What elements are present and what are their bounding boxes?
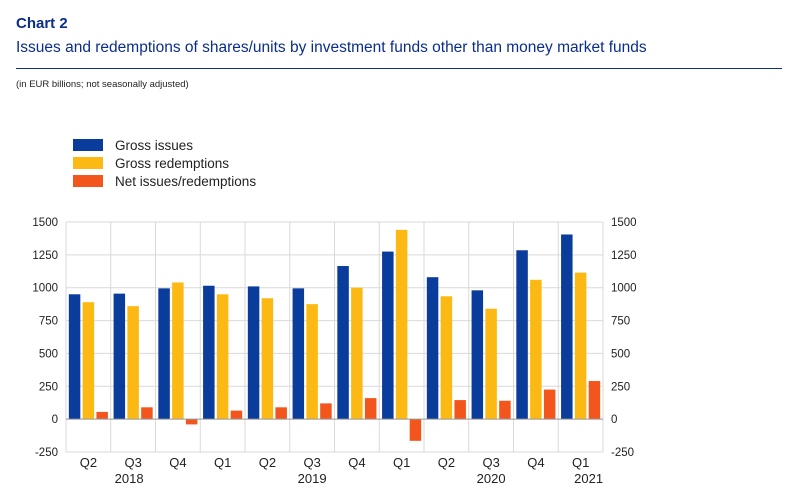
bar	[409, 419, 422, 441]
legend-label: Net issues/redemptions	[115, 174, 256, 189]
units-note: (in EUR billions; not seasonally adjuste…	[16, 79, 189, 90]
bar	[82, 302, 95, 420]
y-tick-label-left: 1000	[32, 283, 58, 295]
year-label: 2018	[115, 471, 144, 486]
x-tick-label: Q3	[303, 455, 320, 470]
bar	[499, 400, 511, 420]
bar	[216, 294, 229, 420]
legend-swatch	[73, 157, 103, 169]
y-tick-label-right: 0	[611, 414, 617, 426]
bar	[440, 296, 453, 420]
year-label: 2020	[477, 471, 506, 486]
y-tick-label-left: 250	[39, 381, 58, 393]
bar	[261, 298, 274, 420]
bar	[230, 410, 243, 420]
bar	[247, 286, 260, 420]
x-tick-label: Q1	[393, 455, 410, 470]
y-tick-label-right: 1000	[611, 283, 637, 295]
bar	[306, 304, 318, 420]
legend: Gross issues Gross redemptions Net issues/…	[73, 138, 256, 189]
x-tick-label: Q1	[214, 455, 231, 470]
y-tick-label-left: -250	[35, 447, 58, 459]
bar	[561, 234, 573, 420]
bar	[574, 272, 587, 420]
bar	[588, 381, 601, 420]
bar	[203, 285, 215, 420]
bar	[364, 398, 377, 420]
x-tick-label: Q2	[438, 455, 455, 470]
bar	[127, 306, 139, 420]
bars	[68, 229, 601, 441]
y-tick-label-left: 0	[52, 414, 58, 426]
y-tick-label-right: 250	[611, 381, 630, 393]
y-tick-label-right: -250	[611, 447, 634, 459]
y-tick-label-left: 750	[39, 316, 58, 328]
bar	[351, 287, 363, 420]
x-tick-label: Q4	[169, 455, 186, 470]
y-tick-label-right: 500	[611, 348, 630, 360]
y-tick-label-left: 500	[39, 348, 58, 360]
bar	[320, 403, 332, 420]
bar	[516, 250, 528, 420]
x-tick-label: Q3	[124, 455, 141, 470]
bar	[337, 266, 349, 420]
bar	[158, 288, 170, 420]
x-tick-label: Q4	[527, 455, 544, 470]
chart-number: Chart 2	[16, 15, 68, 32]
bar	[292, 288, 305, 420]
x-tick-label: Q3	[482, 455, 499, 470]
legend-label: Gross redemptions	[115, 156, 229, 171]
axes: -250 -250 0 0 250 250 500 500 750 750 1000 1000 1250…	[32, 217, 636, 486]
chart-title: Issues and redemptions of shares/units b…	[16, 39, 647, 56]
bar	[68, 294, 81, 420]
x-tick-label: Q4	[348, 455, 365, 470]
bar	[96, 411, 108, 420]
bar	[454, 400, 466, 420]
year-label: 2021	[574, 471, 603, 486]
x-tick-label: Q2	[259, 455, 276, 470]
bar	[395, 229, 408, 420]
bar	[485, 308, 497, 420]
legend-swatch	[73, 139, 103, 151]
bar	[113, 293, 126, 420]
legend-label: Gross issues	[115, 138, 193, 153]
legend-swatch	[73, 175, 103, 187]
x-tick-label: Q1	[572, 455, 589, 470]
bar	[382, 251, 394, 420]
bar	[426, 277, 439, 420]
bar	[172, 282, 184, 420]
title-rule	[16, 68, 782, 69]
bar	[141, 407, 153, 420]
y-tick-label-right: 750	[611, 316, 630, 328]
y-tick-label-left: 1250	[32, 250, 58, 262]
y-tick-label-right: 1250	[611, 250, 637, 262]
y-tick-label-right: 1500	[611, 217, 637, 229]
bar	[543, 389, 556, 420]
x-tick-label: Q2	[80, 455, 97, 470]
bar	[275, 407, 287, 420]
year-label: 2019	[298, 471, 327, 486]
bar	[530, 279, 542, 420]
y-tick-label-left: 1500	[32, 217, 58, 229]
bar	[471, 290, 484, 420]
bar	[185, 419, 198, 425]
